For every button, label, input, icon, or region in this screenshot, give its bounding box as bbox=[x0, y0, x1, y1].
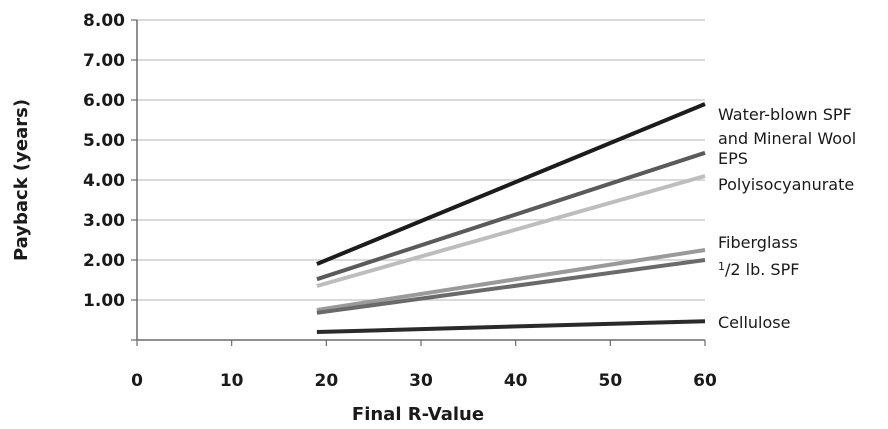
axes bbox=[131, 19, 706, 346]
y-tick-label: 8.00 bbox=[83, 11, 125, 31]
label-cellulose: Cellulose bbox=[718, 313, 790, 332]
label-eps: EPS bbox=[718, 149, 748, 168]
series-line-cellulose bbox=[316, 319, 706, 334]
series-line-water-blown-spf-and-mineral-wool bbox=[316, 102, 706, 266]
label-fiberglass: Fiberglass bbox=[718, 233, 798, 252]
x-tick-label: 50 bbox=[598, 371, 622, 391]
label-half-lb-spf-text: /2 lb. SPF bbox=[725, 260, 799, 279]
label-half-lb-spf: 1/2 lb. SPF bbox=[718, 260, 799, 279]
series-lines bbox=[316, 102, 706, 334]
series-labels: Water-blown SPF and Mineral Wool EPS Pol… bbox=[718, 105, 856, 332]
series-line-polyisocyanurate bbox=[316, 174, 706, 288]
y-tick-label: 2.00 bbox=[83, 251, 125, 271]
x-axis-title: Final R-Value bbox=[352, 404, 484, 425]
y-tick-label: 3.00 bbox=[83, 211, 125, 231]
label-water-blown-line2: and Mineral Wool bbox=[718, 129, 856, 148]
series-line-eps bbox=[316, 150, 706, 282]
y-tick-label: 6.00 bbox=[83, 91, 125, 111]
series-line-fiberglass bbox=[316, 248, 706, 312]
x-tick-labels: 0 10 20 30 40 50 60 bbox=[131, 371, 717, 391]
y-axis-title: Payback (years) bbox=[11, 99, 32, 261]
series-line-1-2-lb-spf bbox=[316, 258, 706, 315]
label-polyisocyanurate: Polyisocyanurate bbox=[718, 175, 854, 194]
x-tick-label: 60 bbox=[693, 371, 717, 391]
y-tick-label: 7.00 bbox=[83, 51, 125, 71]
y-tick-label: 5.00 bbox=[83, 131, 125, 151]
label-half-lb-spf-sup: 1 bbox=[718, 260, 725, 273]
label-water-blown-line1: Water-blown SPF bbox=[718, 105, 852, 124]
x-tick-label: 30 bbox=[409, 371, 433, 391]
x-tick-label: 10 bbox=[220, 371, 244, 391]
y-tick-label: 4.00 bbox=[83, 171, 125, 191]
x-tick-label: 20 bbox=[314, 371, 338, 391]
x-tick-label: 0 bbox=[131, 371, 143, 391]
y-tick-label: 1.00 bbox=[83, 291, 125, 311]
x-tick-label: 40 bbox=[504, 371, 528, 391]
y-tick-labels: 1.00 2.00 3.00 4.00 5.00 6.00 7.00 8.00 bbox=[83, 11, 125, 311]
